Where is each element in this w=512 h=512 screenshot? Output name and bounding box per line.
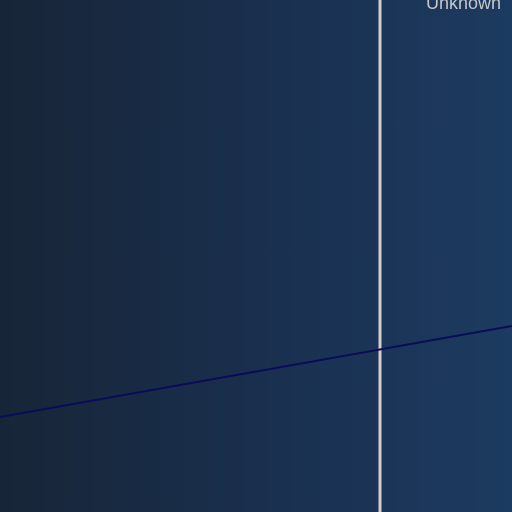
diagonal-route-line <box>0 325 512 418</box>
region-label: Unknown <box>426 0 502 12</box>
